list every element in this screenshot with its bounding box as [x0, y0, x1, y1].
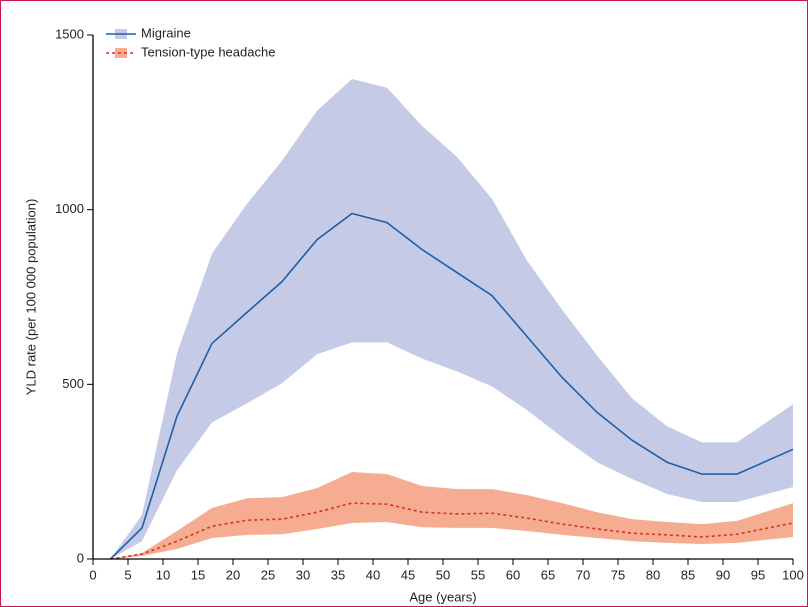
x-tick-label: 85	[681, 567, 695, 582]
x-tick-label: 55	[471, 567, 485, 582]
x-tick-label: 20	[226, 567, 240, 582]
legend-label: Tension-type headache	[141, 44, 275, 59]
x-tick-label: 45	[401, 567, 415, 582]
x-tick-label: 100	[782, 567, 804, 582]
uncertainty-band	[110, 79, 793, 560]
x-tick-label: 35	[331, 567, 345, 582]
x-tick-label: 90	[716, 567, 730, 582]
x-tick-label: 95	[751, 567, 765, 582]
x-tick-label: 5	[124, 567, 131, 582]
x-tick-label: 0	[89, 567, 96, 582]
x-tick-label: 65	[541, 567, 555, 582]
x-tick-label: 40	[366, 567, 380, 582]
y-tick-label: 0	[77, 550, 84, 565]
x-tick-label: 10	[156, 567, 170, 582]
y-axis-label: YLD rate (per 100 000 population)	[23, 199, 38, 396]
y-tick-label: 500	[62, 376, 84, 391]
x-tick-label: 70	[576, 567, 590, 582]
series-line	[110, 502, 794, 560]
y-tick-label: 1500	[55, 26, 84, 41]
x-tick-label: 50	[436, 567, 450, 582]
series-line	[109, 212, 794, 560]
legend-label: Migraine	[141, 25, 191, 40]
x-tick-label: 15	[191, 567, 205, 582]
x-tick-label: 75	[611, 567, 625, 582]
x-axis-label: Age (years)	[409, 589, 476, 604]
uncertainty-band	[110, 472, 793, 559]
x-tick-label: 25	[261, 567, 275, 582]
y-tick-label: 1000	[55, 201, 84, 216]
x-tick-label: 60	[506, 567, 520, 582]
x-tick-label: 30	[296, 567, 310, 582]
x-tick-label: 80	[646, 567, 660, 582]
